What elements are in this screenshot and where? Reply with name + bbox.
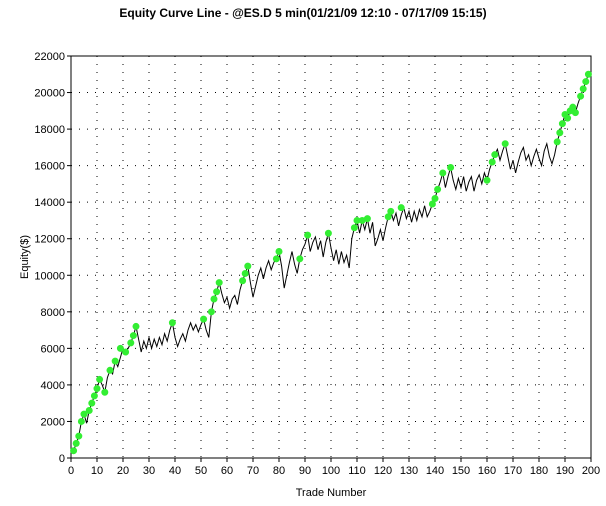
y-tick-label: 0 <box>59 453 65 465</box>
x-tick-label: 90 <box>299 465 311 477</box>
equity-marker <box>428 200 436 208</box>
equity-series <box>70 70 592 455</box>
equity-marker <box>584 70 592 78</box>
equity-marker <box>96 375 104 383</box>
equity-marker <box>439 169 447 177</box>
x-tick-label: 60 <box>221 465 233 477</box>
equity-marker <box>85 406 93 414</box>
equity-marker <box>324 229 332 237</box>
x-tick-label: 80 <box>273 465 285 477</box>
y-tick-label: 18000 <box>34 124 65 136</box>
equity-marker <box>241 269 249 277</box>
equity-marker <box>579 85 587 93</box>
equity-marker <box>168 319 176 327</box>
x-tick-label: 40 <box>169 465 181 477</box>
x-tick-label: 100 <box>322 465 340 477</box>
x-tick-label: 10 <box>91 465 103 477</box>
equity-marker <box>569 103 577 111</box>
equity-marker <box>577 92 585 100</box>
equity-marker <box>564 114 572 122</box>
equity-marker <box>384 213 392 221</box>
equity-marker <box>132 322 140 330</box>
equity-marker <box>553 138 561 146</box>
y-tick-label: 20000 <box>34 88 65 100</box>
equity-marker <box>582 78 590 86</box>
equity-marker <box>483 176 491 184</box>
equity-marker <box>397 204 405 212</box>
equity-marker <box>72 439 80 447</box>
equity-marker <box>93 385 101 393</box>
equity-line <box>73 74 589 451</box>
equity-marker <box>129 332 137 340</box>
equity-marker <box>556 129 564 137</box>
equity-marker <box>213 288 221 296</box>
equity-marker <box>111 357 119 365</box>
x-tick-label: 70 <box>247 465 259 477</box>
equity-marker <box>488 158 496 166</box>
y-axis: 0 2000 4000 6000 8000 10000 12000 14000 16000 180… <box>34 51 71 465</box>
equity-marker <box>75 432 83 440</box>
y-tick-label: 22000 <box>34 51 65 63</box>
x-tick-label: 130 <box>400 465 418 477</box>
equity-marker <box>434 185 442 193</box>
x-tick-label: 50 <box>195 465 207 477</box>
x-tick-label: 200 <box>582 465 600 477</box>
y-tick-label: 4000 <box>41 380 65 392</box>
x-axis: 0 10 20 30 40 50 60 70 80 90 100 110 120 130 140 150 160… <box>68 458 600 477</box>
equity-marker <box>558 120 566 128</box>
equity-marker <box>70 447 78 455</box>
equity-marker <box>501 140 509 148</box>
y-tick-label: 2000 <box>41 416 65 428</box>
y-tick-label: 12000 <box>34 234 65 246</box>
x-tick-label: 20 <box>117 465 129 477</box>
equity-marker <box>350 224 358 232</box>
y-tick-label: 8000 <box>41 307 65 319</box>
equity-marker <box>275 248 283 256</box>
x-tick-label: 140 <box>426 465 444 477</box>
equity-marker <box>244 262 252 270</box>
equity-marker <box>90 392 98 400</box>
equity-marker <box>215 279 223 287</box>
equity-marker <box>116 344 124 352</box>
equity-marker <box>210 295 218 303</box>
equity-marker <box>88 399 96 407</box>
chart-title: Equity Curve Line - @ES.D 5 min(01/21/09… <box>119 6 487 20</box>
equity-marker <box>447 163 455 171</box>
equity-marker <box>491 151 499 159</box>
y-tick-label: 6000 <box>41 343 65 355</box>
y-axis-title: Equity($) <box>19 235 31 279</box>
x-tick-label: 180 <box>530 465 548 477</box>
equity-marker <box>296 255 304 263</box>
x-tick-label: 0 <box>68 465 74 477</box>
equity-marker <box>431 195 439 203</box>
x-tick-label: 170 <box>504 465 522 477</box>
equity-marker <box>77 417 85 425</box>
grid-lines <box>71 56 591 458</box>
x-tick-label: 120 <box>374 465 392 477</box>
y-tick-label: 16000 <box>34 161 65 173</box>
equity-marker <box>571 109 579 117</box>
equity-marker <box>101 388 109 396</box>
equity-marker <box>80 410 88 418</box>
equity-marker <box>272 255 280 263</box>
equity-marker <box>106 366 114 374</box>
x-tick-label: 150 <box>452 465 470 477</box>
x-tick-label: 30 <box>143 465 155 477</box>
equity-marker <box>387 207 395 215</box>
x-axis-title: Trade Number <box>296 487 367 499</box>
x-tick-label: 110 <box>348 465 366 477</box>
equity-marker <box>304 231 312 239</box>
equity-marker <box>122 348 130 356</box>
y-tick-label: 10000 <box>34 270 65 282</box>
equity-marker <box>207 308 215 316</box>
equity-marker <box>363 215 371 223</box>
y-tick-label: 14000 <box>34 197 65 209</box>
equity-marker <box>127 339 135 347</box>
equity-marker <box>239 277 247 285</box>
x-tick-label: 190 <box>556 465 574 477</box>
equity-marker <box>200 315 208 323</box>
x-tick-label: 160 <box>478 465 496 477</box>
